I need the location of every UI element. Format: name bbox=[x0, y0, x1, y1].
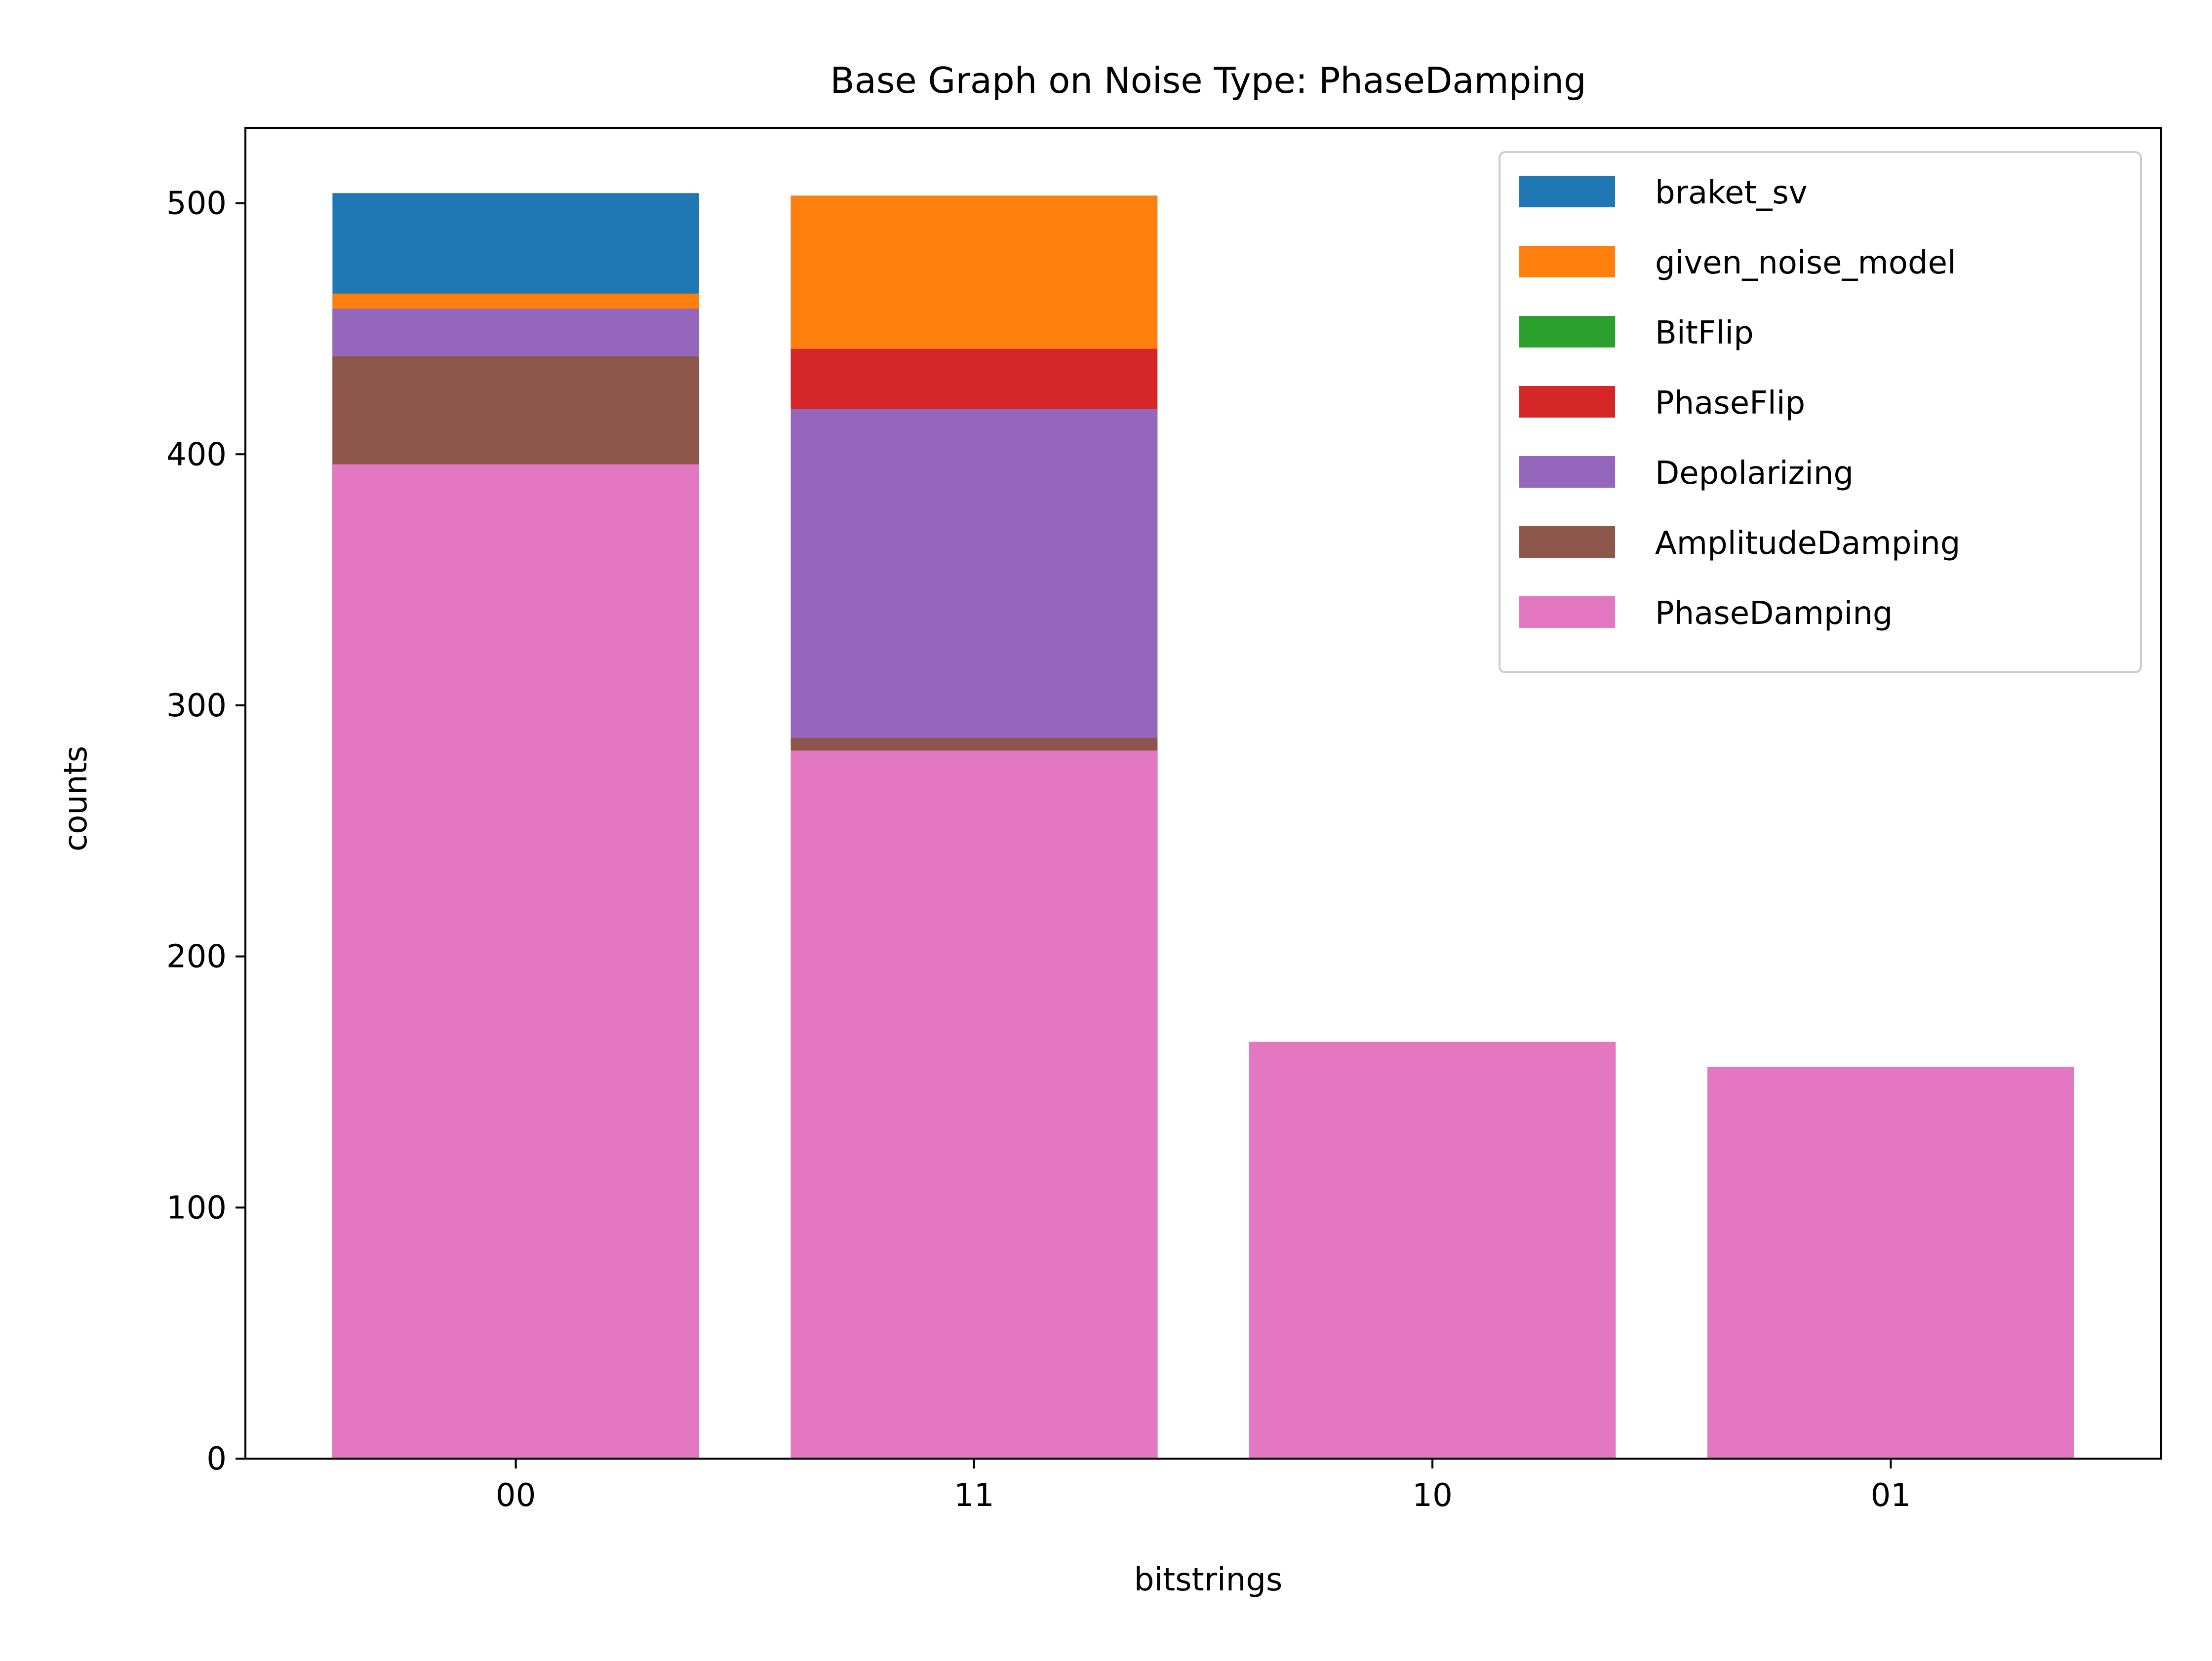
legend-swatch-given_noise_model bbox=[1519, 246, 1615, 277]
y-axis-label: counts bbox=[58, 746, 94, 851]
x-tick-label-11: 11 bbox=[954, 1477, 994, 1514]
y-tick-label-400: 400 bbox=[166, 436, 227, 473]
legend-label-given_noise_model: given_noise_model bbox=[1655, 245, 1956, 281]
legend-label-PhaseFlip: PhaseFlip bbox=[1655, 385, 1805, 422]
legend-swatch-PhaseDamping bbox=[1519, 596, 1615, 628]
x-axis-label: bitstrings bbox=[1134, 1562, 1283, 1598]
legend-swatch-PhaseFlip bbox=[1519, 386, 1615, 418]
legend-label-braket_sv: braket_sv bbox=[1655, 175, 1808, 211]
legend-label-PhaseDamping: PhaseDamping bbox=[1655, 595, 1893, 632]
legend-label-Depolarizing: Depolarizing bbox=[1655, 455, 1854, 492]
y-tick-label-0: 0 bbox=[206, 1441, 227, 1477]
x-tick-label-01: 01 bbox=[1871, 1477, 1911, 1514]
y-tick-label-500: 500 bbox=[166, 186, 227, 222]
bar-PhaseDamping-10 bbox=[1249, 1042, 1616, 1459]
y-tick-label-100: 100 bbox=[166, 1190, 227, 1226]
legend-swatch-Depolarizing bbox=[1519, 456, 1615, 488]
y-tick-label-300: 300 bbox=[166, 688, 227, 724]
legend-swatch-BitFlip bbox=[1519, 316, 1615, 348]
legend: braket_sv given_noise_model BitFlip PhaseFl… bbox=[1499, 151, 2142, 673]
plot-frame bbox=[244, 127, 2162, 1460]
chart-title: Base Graph on Noise Type: PhaseDamping bbox=[830, 60, 1586, 101]
legend-box bbox=[1499, 151, 2142, 673]
legend-label-BitFlip: BitFlip bbox=[1655, 315, 1754, 351]
axes-layer: 0 100 200 300 400 500 00 11 10 01 bbox=[166, 127, 2162, 1514]
bars-layer bbox=[332, 193, 2074, 1459]
y-tick-label-200: 200 bbox=[166, 939, 227, 975]
legend-swatch-AmplitudeDamping bbox=[1519, 526, 1615, 558]
x-tick-label-10: 10 bbox=[1412, 1477, 1452, 1514]
bar-PhaseDamping-11 bbox=[790, 750, 1158, 1459]
legend-swatch-braket_sv bbox=[1519, 176, 1615, 207]
bar-PhaseDamping-01 bbox=[1707, 1067, 2074, 1459]
x-tick-label-00: 00 bbox=[496, 1477, 536, 1514]
bar-PhaseDamping-00 bbox=[332, 464, 699, 1459]
legend-label-AmplitudeDamping: AmplitudeDamping bbox=[1655, 525, 1960, 562]
